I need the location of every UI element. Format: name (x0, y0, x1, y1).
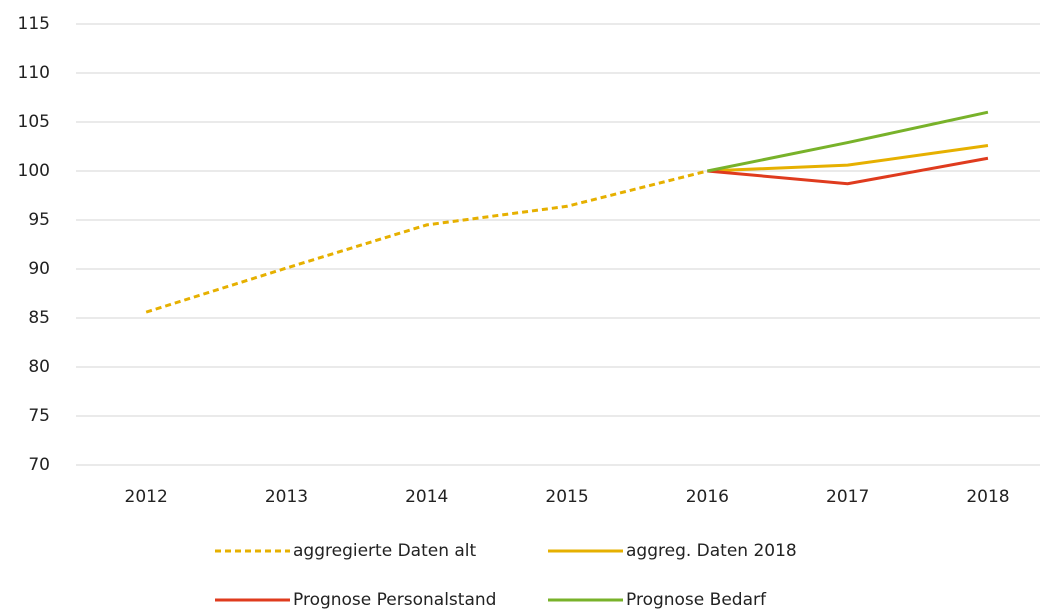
y-tick-label: 85 (28, 308, 50, 328)
x-tick-label: 2018 (966, 487, 1009, 507)
y-tick-label: 95 (28, 210, 50, 230)
y-tick-label: 110 (18, 63, 50, 83)
y-tick-label: 70 (28, 455, 50, 475)
x-tick-label: 2016 (686, 487, 729, 507)
legend-label: aggreg. Daten 2018 (626, 541, 797, 561)
legend-label: Prognose Personalstand (293, 590, 496, 610)
y-tick-label: 100 (18, 161, 50, 181)
x-tick-label: 2012 (125, 487, 168, 507)
y-tick-label: 90 (28, 259, 50, 279)
x-tick-label: 2014 (405, 487, 448, 507)
y-tick-label: 115 (18, 14, 50, 34)
series-line (707, 110, 989, 173)
x-tick-label: 2013 (265, 487, 308, 507)
y-tick-label: 75 (28, 406, 50, 426)
series-line (707, 144, 989, 173)
series-line (707, 156, 989, 186)
legend-label: Prognose Bedarf (626, 590, 767, 610)
series-line (145, 169, 708, 314)
x-tick-label: 2015 (545, 487, 588, 507)
legend-label: aggregierte Daten alt (293, 541, 477, 561)
y-tick-label: 105 (18, 112, 50, 132)
y-tick-label: 80 (28, 357, 50, 377)
x-tick-label: 2017 (826, 487, 869, 507)
